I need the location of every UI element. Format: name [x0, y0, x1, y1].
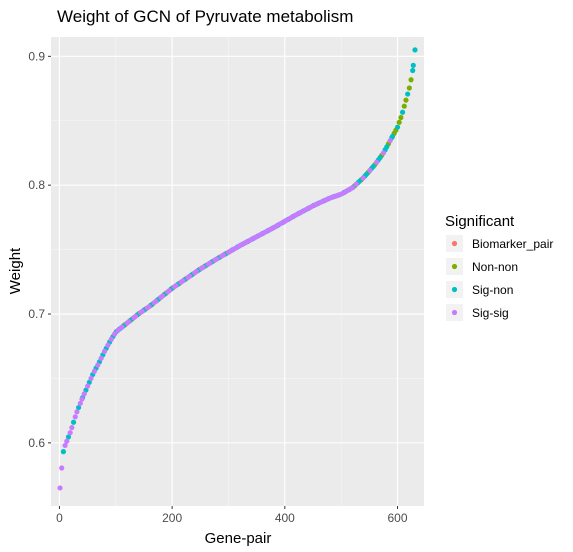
point-sig-sig	[79, 396, 85, 402]
point-sig-sig	[349, 185, 356, 191]
point-sig-sig	[81, 391, 87, 397]
point-sig-non	[60, 449, 66, 455]
point-sig-sig	[159, 293, 166, 299]
point-sig-sig	[119, 324, 125, 330]
point-sig-non	[384, 144, 390, 150]
point-sig-sig	[101, 348, 108, 354]
point-sig-sig	[108, 336, 114, 342]
point-sig-sig	[139, 308, 145, 314]
point-sig-sig	[74, 409, 80, 415]
legend-label-non-non: Non-non	[472, 260, 518, 274]
point-sig-sig	[360, 175, 366, 181]
point-non-non	[398, 114, 404, 121]
point-sig-sig	[187, 273, 193, 279]
point-sig-sig	[380, 150, 387, 156]
point-sig-sig	[220, 252, 227, 258]
point-sig-sig	[180, 278, 186, 284]
point-sig-sig	[173, 282, 179, 289]
point-sig-non	[377, 155, 383, 161]
point-sig-sig	[72, 414, 78, 420]
legend-swatch-non-non	[451, 263, 458, 270]
legend-label-biomarker-pair: Biomarker_pair	[472, 237, 553, 251]
point-sig-sig	[207, 260, 213, 266]
point-non-non	[401, 103, 407, 109]
legend-label-sig-non: Sig-non	[472, 283, 513, 297]
point-sig-sig	[214, 256, 220, 262]
point-sig-non	[410, 62, 416, 68]
point-sig-sig	[132, 313, 139, 319]
point-sig-non	[370, 163, 376, 170]
point-non-non	[396, 119, 402, 125]
point-sig-sig	[367, 167, 373, 173]
legend-title: Significant	[445, 213, 515, 230]
point-sig-sig	[353, 181, 359, 187]
point-sig-non	[394, 124, 401, 130]
y-tick-label: 0.7	[28, 307, 45, 321]
point-non-non	[406, 85, 412, 91]
data-points	[57, 47, 418, 491]
point-sig-non	[76, 404, 82, 411]
point-sig-sig	[146, 304, 152, 310]
point-sig-sig	[105, 342, 111, 348]
point-sig-non	[399, 109, 406, 115]
point-sig-sig	[62, 442, 68, 449]
point-sig-sig	[95, 362, 101, 368]
point-sig-sig	[69, 425, 75, 431]
point-sig-non	[70, 419, 77, 425]
legend-swatch-biomarker-pair	[451, 240, 458, 247]
point-sig-sig	[59, 465, 65, 471]
plot-panel	[51, 37, 424, 506]
point-sig-sig	[91, 368, 97, 374]
point-sig-sig	[200, 264, 206, 270]
point-sig-sig	[98, 355, 104, 361]
x-axis-label: Gene-pair	[205, 530, 272, 547]
y-tick-label: 0.8	[28, 178, 45, 192]
point-sig-non	[357, 178, 363, 184]
point-sig-non	[412, 47, 418, 53]
point-sig-sig	[57, 485, 63, 491]
point-sig-sig	[387, 137, 393, 144]
point-sig-non	[389, 133, 396, 140]
chart-title: Weight of GCN of Pyruvate metabolism	[57, 7, 353, 26]
point-sig-sig	[374, 159, 380, 165]
legend-label-sig-sig: Sig-sig	[472, 306, 509, 320]
legend-items: Biomarker_pair Non-non Sig-non Sig-sig	[446, 235, 553, 321]
legend-swatch-sig-sig	[451, 309, 458, 316]
x-axis-ticks: 0 200 400 600	[56, 506, 408, 525]
y-tick-label: 0.9	[28, 49, 45, 63]
x-tick-label: 0	[56, 511, 63, 525]
point-sig-sig	[166, 287, 172, 294]
point-non-non	[408, 77, 414, 83]
point-non-non	[403, 97, 409, 103]
point-sig-non	[410, 67, 416, 74]
point-sig-sig	[153, 298, 159, 304]
legend-swatch-sig-non	[451, 286, 458, 293]
point-sig-sig	[88, 375, 94, 382]
x-tick-label: 400	[275, 511, 295, 525]
x-tick-label: 600	[388, 511, 408, 525]
major-gridlines	[51, 37, 424, 506]
y-axis-label: Weight	[7, 247, 24, 294]
y-axis-ticks: 0.6 0.7 0.8 0.9	[28, 49, 51, 450]
point-sig-sig	[112, 331, 118, 337]
point-sig-non	[65, 434, 72, 440]
legend: Significant Biomarker_pair Non-non Sig-non…	[445, 213, 553, 321]
point-sig-non	[405, 91, 411, 97]
point-sig-non	[363, 171, 370, 177]
y-tick-label: 0.6	[28, 436, 45, 450]
point-sig-sig	[126, 319, 132, 325]
point-sig-sig	[85, 383, 91, 389]
point-sig-sig	[64, 438, 70, 444]
point-sig-sig	[67, 430, 73, 436]
x-tick-label: 200	[162, 511, 182, 525]
point-sig-sig	[77, 400, 83, 406]
point-sig-sig	[193, 269, 199, 275]
